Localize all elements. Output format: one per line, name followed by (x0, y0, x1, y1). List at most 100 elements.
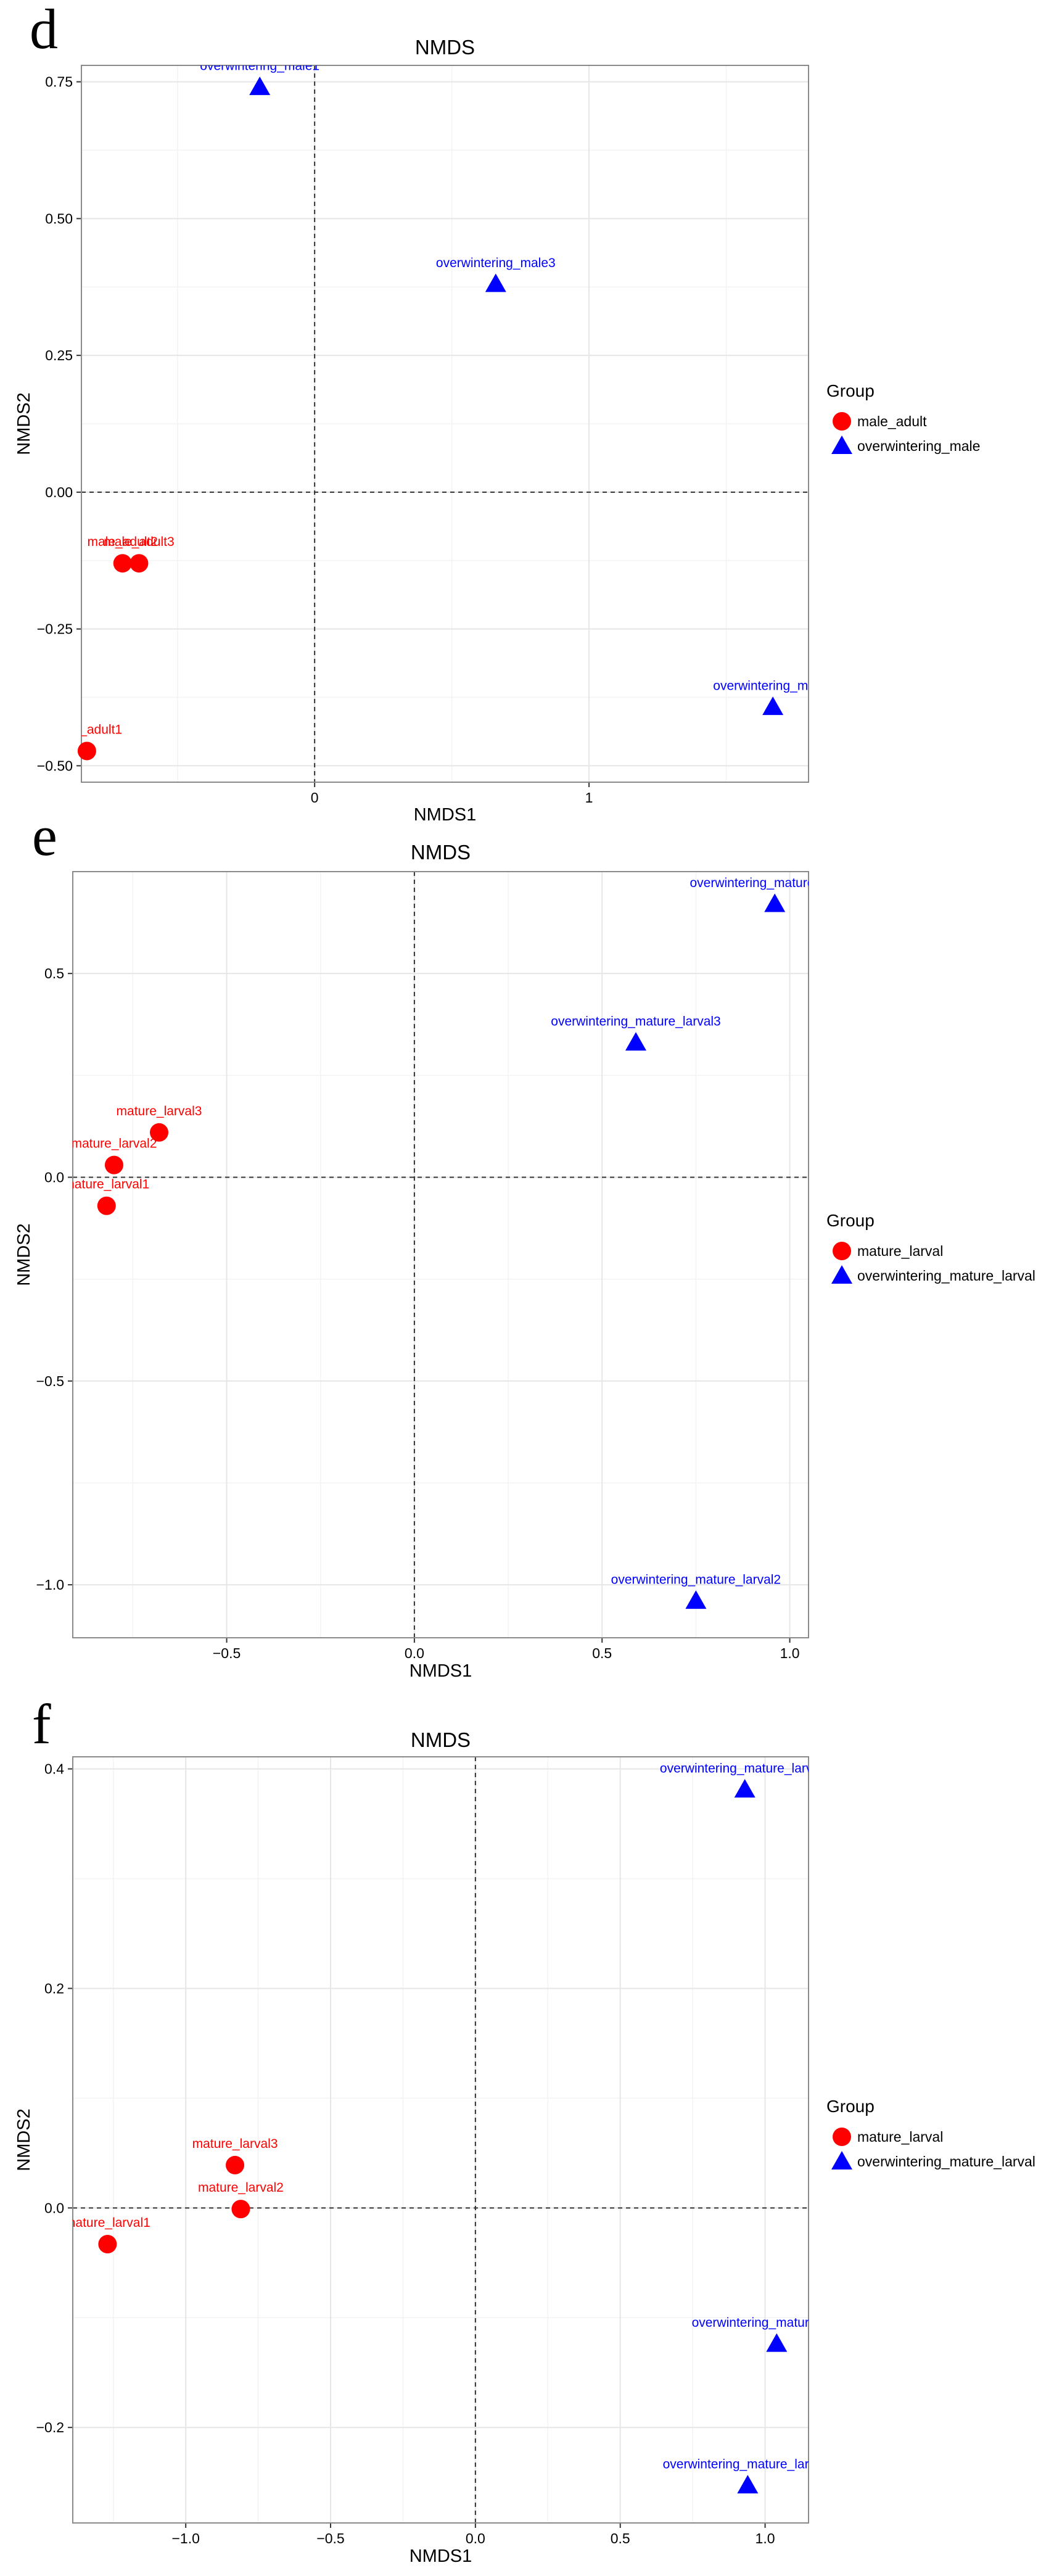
point-mature_larval1 (98, 2235, 117, 2254)
legend-key-overwintering_mature_larval (831, 2151, 852, 2169)
point-male_adult3 (130, 554, 149, 573)
point-label-overwintering_male3: overwintering_male3 (436, 256, 556, 270)
plot-area (73, 1757, 809, 2523)
point-label-male_adult2: male_adult2 (88, 535, 158, 549)
y-tick-label: 0.4 (44, 1761, 64, 1777)
chart-title: NMDS (415, 36, 475, 59)
x-axis-title: NMDS1 (414, 805, 477, 825)
point-overwintering_male2 (762, 696, 784, 716)
y-axis-title: NMDS2 (14, 1223, 34, 1286)
point-overwintering_mature_larval1 (764, 893, 786, 912)
x-axis-title: NMDS1 (410, 2546, 472, 2566)
point-label-mature_larval1: mature_larval1 (64, 1178, 149, 1192)
legend: Group mature_larval overwintering_mature_l… (826, 2097, 1035, 2169)
legend: Group mature_larval overwintering_mature_l… (826, 1211, 1035, 1284)
point-overwintering_mature_larval2 (766, 2333, 788, 2352)
point-male_adult1 (77, 741, 96, 761)
x-tick-label: 0.5 (611, 2530, 630, 2546)
point-label-male_adult1: male_adult1 (52, 722, 122, 737)
point-label-mature_larval1: mature_larval1 (65, 2216, 150, 2230)
y-axis-title: NMDS2 (14, 2108, 34, 2171)
legend-key-overwintering_mature_larval (831, 1265, 852, 1284)
y-tick-label: −0.25 (37, 621, 73, 637)
point-mature_larval1 (97, 1196, 116, 1215)
point-label-overwintering_mature_larval2: overwintering_mature_larval2 (692, 2316, 862, 2330)
y-tick-label: −0.2 (36, 2419, 64, 2435)
legend-label-overwintering_mature_larval: overwintering_mature_larval (857, 1268, 1035, 1284)
point-mature_larval3 (149, 1123, 168, 1142)
legend-key-male_adult (833, 412, 851, 431)
panel-letter: e (32, 804, 57, 867)
x-tick-label: 0.0 (466, 2530, 485, 2546)
legend-label-mature_larval: mature_larval (857, 1243, 943, 1259)
legend-label-mature_larval: mature_larval (857, 2129, 943, 2145)
x-tick-label: 0.0 (405, 1645, 424, 1661)
x-tick-label: 1.0 (780, 1645, 800, 1661)
point-label-mature_larval3: mature_larval3 (117, 1104, 202, 1118)
x-tick-label: −1.0 (171, 2530, 199, 2546)
x-tick-label: −0.5 (213, 1645, 241, 1661)
legend-key-overwintering_male (831, 436, 852, 454)
plot-border (81, 65, 809, 783)
point-label-overwintering_male1: overwintering_male1 (200, 59, 319, 73)
chart-title: NMDS (411, 1728, 471, 1751)
point-overwintering_mature_larval2 (685, 1590, 707, 1609)
y-tick-label: −0.50 (37, 758, 73, 774)
plot-border (72, 871, 809, 1638)
y-tick-label: 0.25 (45, 347, 73, 363)
panel-letter: f (32, 1693, 51, 1756)
point-overwintering_male3 (485, 273, 506, 292)
x-tick-label: −0.5 (316, 2530, 344, 2546)
point-overwintering_mature_larval3 (625, 1032, 647, 1051)
legend-title: Group (826, 1211, 875, 1230)
point-overwintering_mature_larval1 (734, 1779, 756, 1798)
chart-title: NMDS (411, 841, 471, 864)
legend-key-mature_larval (833, 2128, 851, 2146)
point-label-mature_larval3: mature_larval3 (192, 2137, 278, 2151)
x-tick-label: 1 (585, 790, 593, 806)
y-tick-label: 0.00 (45, 484, 73, 500)
panel-letter: d (30, 0, 58, 60)
y-axis-title: NMDS2 (14, 392, 34, 455)
point-overwintering_mature_larval3 (737, 2475, 759, 2494)
legend-label-male_adult: male_adult (857, 413, 927, 429)
y-tick-label: 0.5 (44, 965, 64, 981)
y-tick-label: 0.50 (45, 210, 73, 226)
plot-border (72, 1756, 809, 2524)
y-tick-label: 0.2 (44, 1980, 64, 1996)
point-label-overwintering_mature_larval1: overwintering_mature_larval1 (690, 876, 859, 890)
x-axis-title: NMDS1 (410, 1661, 472, 1681)
point-mature_larval2 (104, 1155, 123, 1174)
legend-label-overwintering_mature_larval: overwintering_mature_larval (857, 2153, 1035, 2169)
point-mature_larval2 (231, 2200, 250, 2219)
y-tick-label: 0.0 (44, 2200, 64, 2216)
plot-area (73, 872, 809, 1638)
point-mature_larval3 (226, 2155, 245, 2174)
point-label-overwintering_mature_larval2: overwintering_mature_larval2 (611, 1573, 781, 1587)
chart-panel-e: e NMDS −0.5 0.0 0.5 1.0 −1.0 −0.5 0.0 0.5 mature_l… (14, 804, 1035, 1681)
legend-key-mature_larval (833, 1242, 851, 1260)
point-label-overwintering_male2: overwintering_male2 (713, 679, 833, 693)
y-tick-label: 0.0 (44, 1169, 64, 1185)
point-male_adult2 (113, 554, 132, 573)
legend-label-overwintering_male: overwintering_male (857, 438, 980, 454)
x-tick-label: 0.5 (592, 1645, 612, 1661)
legend-title: Group (826, 381, 875, 400)
chart-panel-d: d NMDS 0 1 −0.50 −0.25 0.00 0.25 0.50 0.75 male_ad… (14, 0, 980, 825)
legend: Group male_adult overwintering_male (826, 381, 980, 454)
y-tick-label: −0.5 (36, 1373, 64, 1389)
chart-panel-f: f NMDS −1.0 −0.5 0.0 0.5 1.0 −0.2 0.0 0.2 0.4 matur… (14, 1693, 1035, 2566)
y-tick-label: 0.75 (45, 74, 73, 90)
y-tick-label: −1.0 (36, 1577, 64, 1593)
point-label-mature_larval2: mature_larval2 (198, 2181, 284, 2195)
point-label-overwintering_mature_larval3: overwintering_mature_larval3 (551, 1014, 720, 1028)
point-overwintering_male1 (249, 76, 271, 96)
point-label-male_adult3: male_adult3 (104, 535, 174, 549)
x-tick-label: 1.0 (756, 2530, 775, 2546)
point-label-mature_larval2: mature_larval2 (72, 1137, 157, 1151)
x-tick-label: 0 (311, 790, 319, 806)
point-label-overwintering_mature_larval3: overwintering_mature_larval3 (663, 2458, 833, 2472)
point-label-overwintering_mature_larval1: overwintering_mature_larval1 (660, 1761, 830, 1775)
legend-title: Group (826, 2097, 875, 2116)
